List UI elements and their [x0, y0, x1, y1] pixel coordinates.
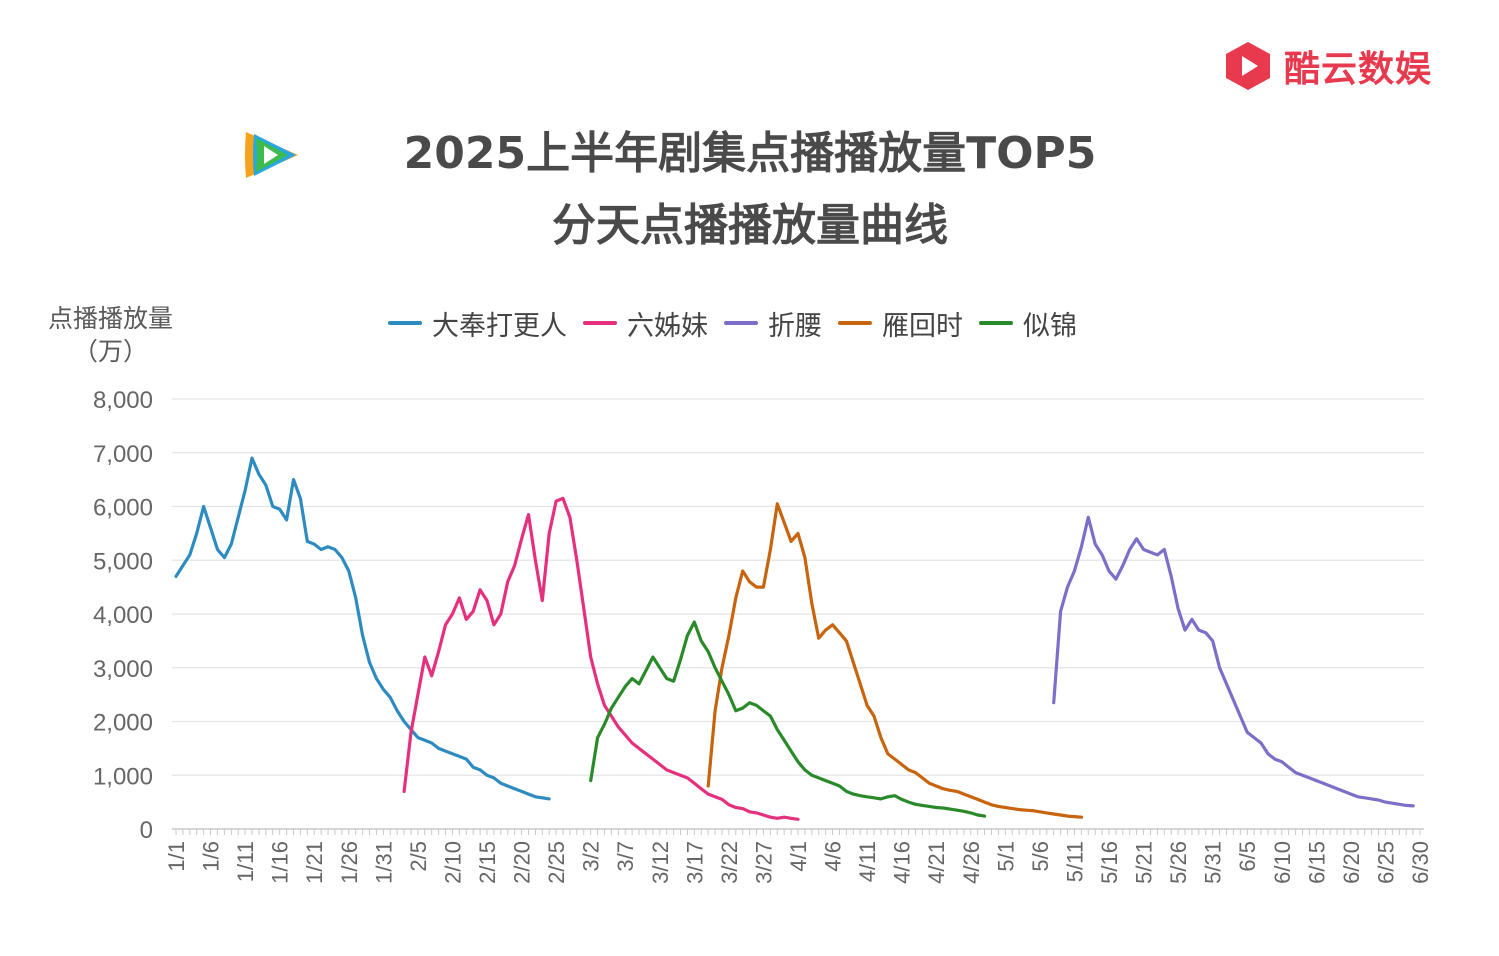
x-tick-label: 6/10 — [1270, 841, 1295, 884]
y-axis-title-line1: 点播播放量 — [47, 304, 173, 333]
x-tick-label: 1/11 — [233, 841, 258, 882]
y-tick-label: 5,000 — [93, 548, 153, 575]
series-line — [402, 496, 800, 821]
brand-name: 酷云数娱 — [1284, 49, 1433, 90]
x-tick-label: 1/6 — [199, 841, 224, 872]
y-axis-title: 点播播放量 （万） — [38, 302, 183, 368]
x-tick-label: 6/20 — [1339, 841, 1364, 884]
x-tick-label: 6/15 — [1304, 841, 1329, 884]
y-axis-title-line2: （万） — [72, 337, 148, 366]
x-tick-label: 3/12 — [648, 841, 673, 884]
x-tick-label: 1/16 — [268, 841, 293, 884]
x-tick-label: 6/5 — [1235, 841, 1260, 872]
x-tick-label: 2/15 — [475, 841, 500, 884]
legend-item: 大奉打更人 — [388, 304, 567, 343]
x-tick-label: 3/27 — [751, 841, 776, 884]
x-tick-label: 5/31 — [1201, 841, 1226, 884]
x-tick-label: 5/1 — [993, 841, 1018, 872]
legend-label: 折腰 — [768, 310, 822, 342]
legend-swatch — [838, 321, 872, 325]
x-tick-label: 4/6 — [821, 841, 846, 872]
legend-label: 大奉打更人 — [432, 310, 567, 342]
tencent-video-logo-icon — [245, 132, 298, 178]
x-tick-label: 1/31 — [371, 841, 396, 884]
y-tick-label: 8,000 — [93, 387, 153, 414]
chart-title-line1: 2025上半年剧集点播播放量TOP5 — [403, 128, 1097, 179]
x-tick-label: 3/7 — [613, 841, 638, 872]
chart-title-line2: 分天点播播放量曲线 — [552, 200, 948, 251]
y-tick-label: 3,000 — [93, 656, 153, 683]
series-line — [174, 456, 551, 801]
legend-item: 折腰 — [724, 304, 822, 343]
y-tick-label: 2,000 — [93, 710, 153, 737]
legend-label: 雁回时 — [882, 310, 963, 342]
x-tick-label: 5/16 — [1097, 841, 1122, 884]
legend-item: 六姊妹 — [583, 304, 708, 343]
x-tick-label: 4/16 — [890, 841, 915, 884]
x-tick-label: 4/26 — [959, 841, 984, 884]
y-tick-label: 0 — [140, 817, 153, 844]
y-tick-label: 6,000 — [93, 495, 153, 522]
x-tick-label: 4/1 — [786, 841, 811, 872]
x-tick-label: 5/6 — [1028, 841, 1053, 872]
x-tick-label: 3/22 — [717, 841, 742, 884]
x-tick-label: 6/30 — [1408, 841, 1433, 884]
x-tick-label: 1/1 — [164, 841, 189, 872]
y-tick-label: 4,000 — [93, 602, 153, 629]
x-tick-label: 4/21 — [924, 841, 949, 884]
brand-logo: 酷云数娱 — [1222, 36, 1472, 96]
legend-label: 似锦 — [1023, 310, 1077, 342]
x-tick-label: 2/10 — [440, 841, 465, 884]
legend-swatch — [979, 321, 1013, 325]
x-tick-label: 2/25 — [544, 841, 569, 884]
series-line — [706, 502, 1084, 819]
y-tick-label: 1,000 — [93, 763, 153, 790]
x-tick-label: 1/26 — [337, 841, 362, 884]
series-line — [589, 620, 987, 818]
chart-title: 2025上半年剧集点播播放量TOP5 分天点播播放量曲线 — [240, 118, 1260, 262]
series-line — [1052, 515, 1415, 808]
legend-swatch — [583, 321, 617, 325]
x-tick-label: 5/11 — [1062, 841, 1087, 882]
legend-label: 六姊妹 — [627, 310, 708, 342]
y-tick-label: 7,000 — [93, 441, 153, 468]
legend-item: 雁回时 — [838, 304, 963, 343]
chart-legend: 大奉打更人 六姊妹 折腰 雁回时 似锦 — [388, 303, 1093, 343]
legend-swatch — [388, 321, 422, 325]
x-tick-label: 5/21 — [1132, 841, 1157, 884]
legend-item: 似锦 — [979, 304, 1077, 343]
x-tick-label: 5/26 — [1166, 841, 1191, 884]
x-tick-label: 1/21 — [302, 841, 327, 884]
play-hexagon-logo-icon — [1226, 42, 1270, 90]
x-tick-label: 3/17 — [682, 841, 707, 884]
x-tick-label: 2/20 — [510, 841, 535, 884]
legend-swatch — [724, 321, 758, 325]
x-tick-label: 6/25 — [1373, 841, 1398, 884]
x-tick-label: 3/2 — [579, 841, 604, 872]
x-tick-label: 2/5 — [406, 841, 431, 872]
x-tick-label: 4/11 — [855, 841, 880, 882]
